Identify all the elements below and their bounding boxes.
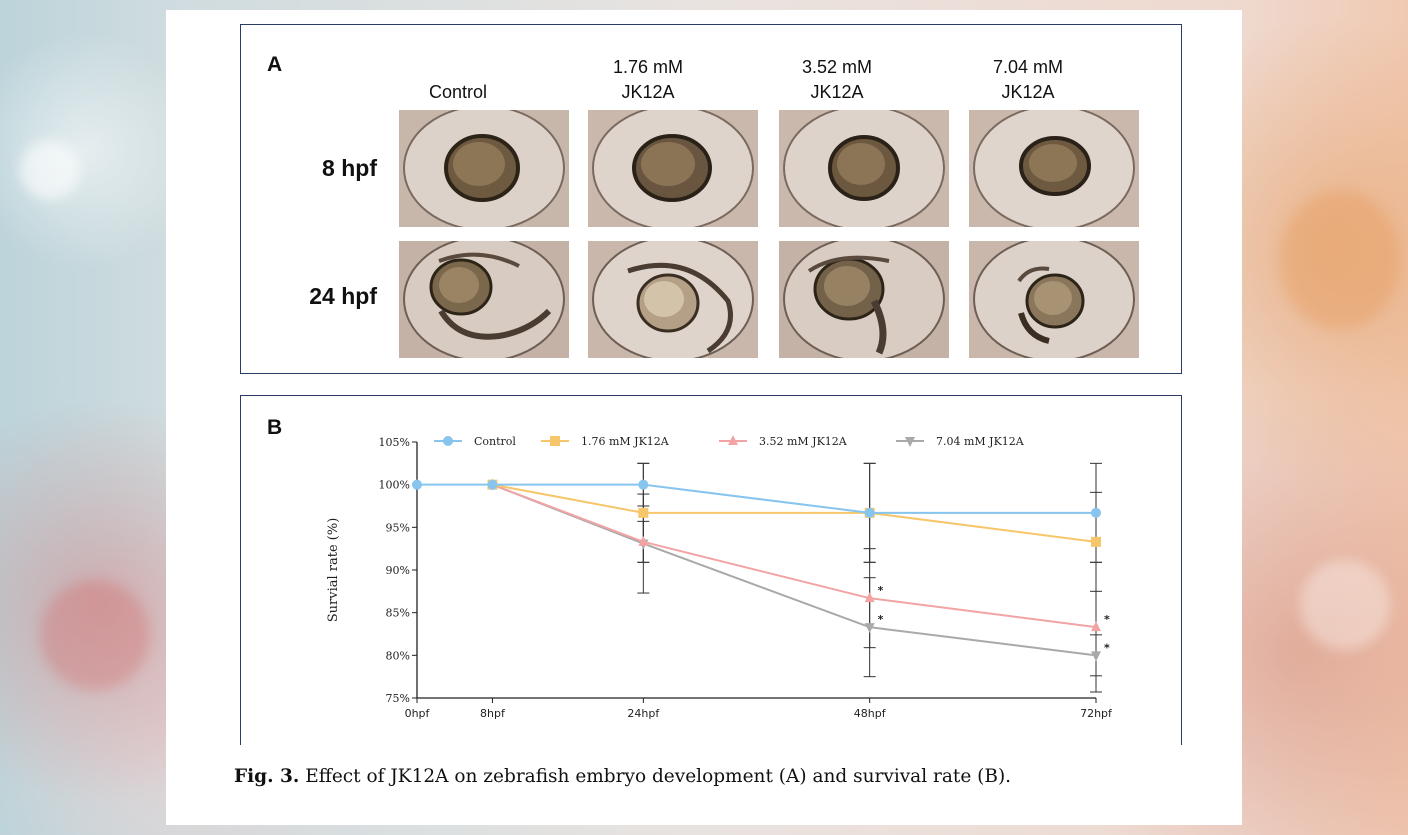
x-tick-label: 24hpf [627,707,660,720]
embryo-image-1-76mm-8hpf [588,110,758,227]
significance-label: * [878,584,884,597]
panel-a: A Control 1.76 mM JK12A 3.52 mM JK12A 7.… [240,24,1182,374]
column-header-line2: JK12A [621,82,675,102]
embryo-image-3-52mm-24hpf [779,241,949,358]
legend-marker-control [443,436,453,446]
caption-text: Effect of JK12A on zebrafish embryo deve… [305,766,1012,787]
embryo-image-control-24hpf [399,241,569,358]
data-point-control [864,507,875,518]
column-header-line2: JK12A [1001,82,1055,102]
legend-marker-1-76-mm-jk12a [550,436,560,446]
column-header-line1 [373,55,543,80]
legend-label-7-04-mm-jk12a: 7.04 mM JK12A [936,435,1025,448]
column-header-line1: 7.04 mM [992,57,1064,77]
survival-rate-chart: 75% 80% 85% 90% 95% 100% 105% 0hpf 8hpf 24hpf 48hp… [326,435,1113,720]
embryo-image-3-52mm-8hpf [779,110,949,227]
y-tick-label: 85% [386,607,410,620]
panel-a-letter: A [267,53,283,76]
y-tick-label: 80% [386,649,410,662]
series-line-3-52-mm-jk12a [492,483,1097,629]
y-axis-label: Survial rate (%) [326,518,341,623]
data-point-7-04-mm-jk12a [1091,651,1101,662]
panel-b: B 75% 80% 85% 90% 95% 100% 105% 0hpf 8hpf 24hpf 48… [240,395,1182,745]
significance-label: * [878,613,884,626]
background-bokeh [1280,190,1400,330]
significance-label: * [1104,641,1110,654]
panel-b-letter: B [267,416,283,439]
column-header-line1: 3.52 mM [801,57,873,77]
figure-caption: Fig. 3. Effect of JK12A on zebrafish emb… [234,765,1179,789]
legend-marker-7-04-mm-jk12a [905,437,915,447]
data-point-1-76-mm-jk12a [1091,536,1101,547]
figure-sheet: A Control 1.76 mM JK12A 3.52 mM JK12A 7.… [166,10,1242,825]
data-point-control [1091,507,1101,518]
legend-label-control: Control [474,435,516,448]
y-tick-label: 100% [379,479,410,492]
column-header-line2: JK12A [810,82,864,102]
background-bokeh [20,140,80,200]
series-line-7-04-mm-jk12a [492,483,1097,657]
background-bokeh [1300,560,1390,650]
column-header-control: Control [373,55,543,105]
x-tick-label: 48hpf [854,707,887,720]
data-point-control [412,479,422,490]
column-header-line1: 1.76 mM [612,57,684,77]
caption-label: Fig. 3. [234,766,300,787]
y-tick-label: 90% [386,564,410,577]
data-point-1-76-mm-jk12a [638,507,649,518]
column-header-3-52mm: 3.52 mM JK12A [752,55,922,105]
data-point-3-52-mm-jk12a [638,535,649,546]
column-header-line2: Control [428,82,488,102]
column-header-1-76mm: 1.76 mM JK12A [563,55,733,105]
data-point-3-52-mm-jk12a [1091,621,1101,632]
embryo-image-control-8hpf [399,110,569,227]
embryo-image-7-04mm-8hpf [969,110,1139,227]
legend-label-1-76-mm-jk12a: 1.76 mM JK12A [581,435,670,448]
x-tick-label: 0hpf [405,707,431,720]
x-tick-label: 8hpf [480,707,506,720]
y-tick-label: 95% [386,521,410,534]
series-line-1-76-mm-jk12a [492,483,1097,543]
row-label-24hpf: 24 hpf [309,283,377,309]
y-tick-label: 75% [386,692,410,705]
data-point-control [487,479,498,490]
x-tick-label: 72hpf [1080,707,1113,720]
row-label-8hpf: 8 hpf [322,155,377,181]
background-bokeh [40,580,150,690]
column-header-7-04mm: 7.04 mM JK12A [943,55,1113,105]
embryo-image-7-04mm-24hpf [969,241,1139,358]
data-point-control [638,479,649,490]
legend-label-3-52-mm-jk12a: 3.52 mM JK12A [759,435,848,448]
data-point-7-04-mm-jk12a [864,623,875,634]
data-point-3-52-mm-jk12a [864,592,875,603]
significance-label: * [1104,613,1110,626]
y-tick-label: 105% [379,436,410,449]
embryo-image-1-76mm-24hpf [588,241,758,358]
legend-marker-3-52-mm-jk12a [728,435,738,445]
